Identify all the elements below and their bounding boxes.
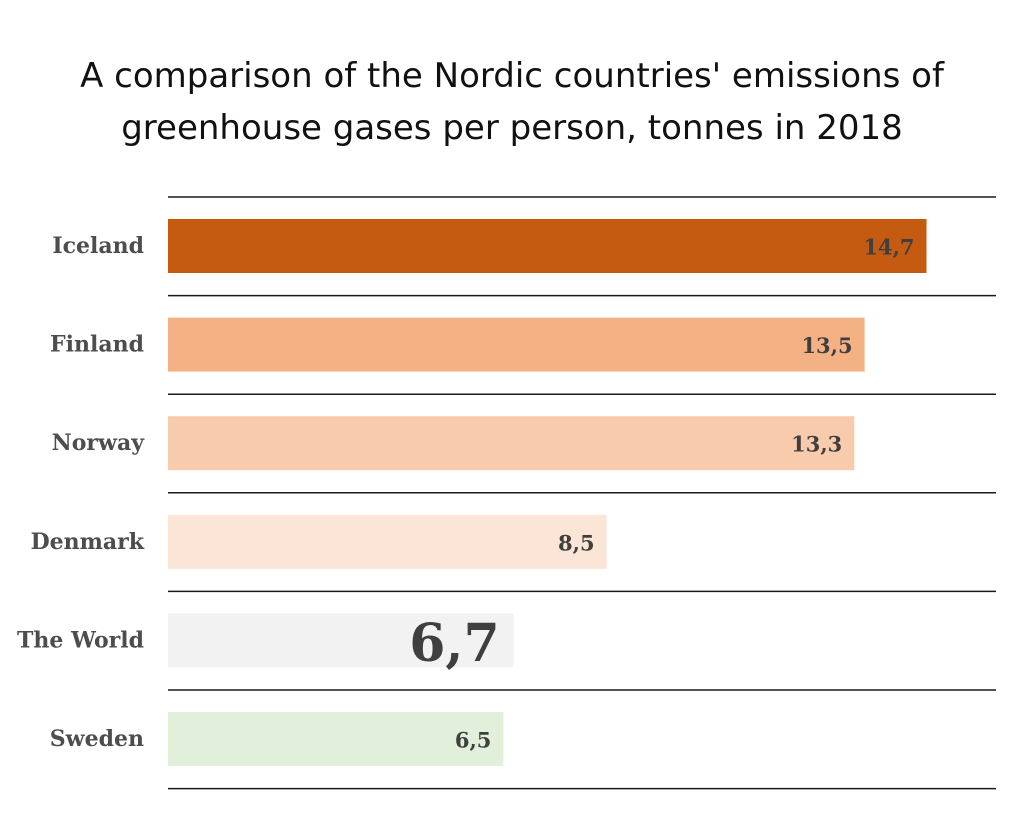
value-label-sweden: 6,5 — [455, 728, 492, 753]
category-label-iceland: Iceland — [52, 233, 144, 259]
bar-denmark — [168, 514, 607, 569]
value-label-finland: 13,5 — [801, 333, 852, 358]
bar-iceland — [168, 219, 927, 273]
value-label-denmark: 8,5 — [558, 530, 595, 555]
chart-title: A comparison of the Nordic countries' em… — [80, 56, 944, 148]
bar-the-world — [168, 613, 514, 668]
category-label-finland: Finland — [50, 332, 144, 358]
value-label-the-world: 6,7 — [409, 613, 499, 674]
bar-finland — [168, 317, 865, 372]
value-label-norway: 13,3 — [791, 432, 842, 457]
category-label-norway: Norway — [52, 430, 146, 456]
value-label-iceland: 14,7 — [863, 235, 914, 260]
bar-sweden — [168, 712, 504, 766]
bar-norway — [168, 416, 855, 471]
category-label-the-world: The World — [17, 627, 144, 653]
category-label-denmark: Denmark — [31, 529, 145, 555]
category-label-sweden: Sweden — [50, 726, 144, 752]
